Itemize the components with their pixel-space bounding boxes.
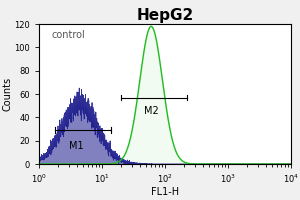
Text: M1: M1 xyxy=(70,141,84,151)
Text: control: control xyxy=(52,30,86,40)
Title: HepG2: HepG2 xyxy=(136,8,194,23)
X-axis label: FL1-H: FL1-H xyxy=(151,187,179,197)
Text: M2: M2 xyxy=(144,106,158,116)
Y-axis label: Counts: Counts xyxy=(3,77,13,111)
